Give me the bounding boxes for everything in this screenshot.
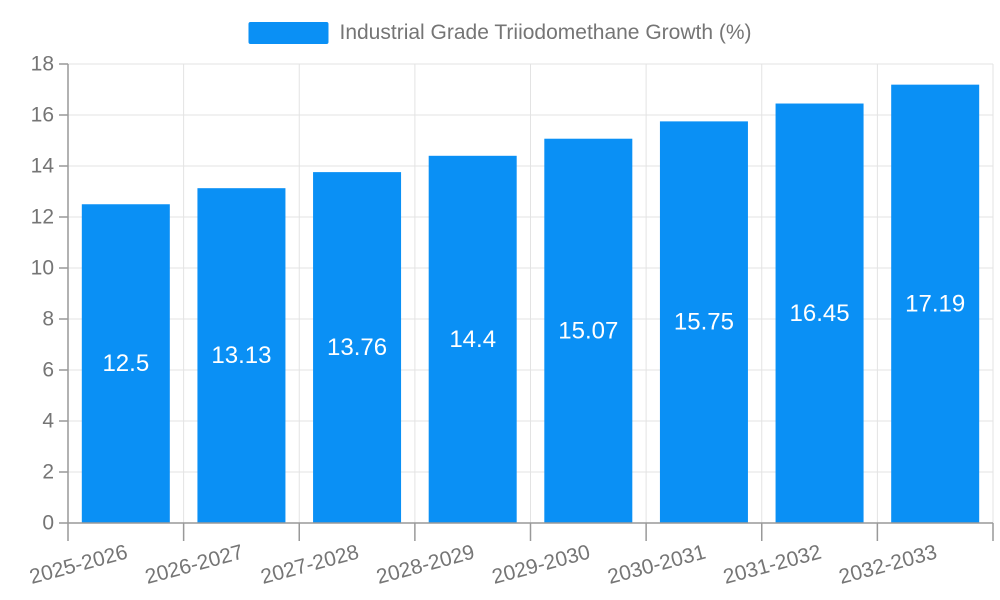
legend-label: Industrial Grade Triiodomethane Growth (… (339, 21, 752, 44)
bar-value-label: 17.19 (905, 290, 965, 317)
bar-2027-2028 (313, 172, 402, 523)
x-tick-label: 2030-2031 (605, 541, 708, 589)
x-tick-label: 2027-2028 (258, 541, 361, 589)
legend[interactable]: Industrial Grade Triiodomethane Growth (… (248, 20, 752, 46)
y-tick-label: 10 (31, 257, 54, 280)
x-tick-label: 2025-2026 (27, 541, 130, 589)
bar-2026-2027 (197, 188, 286, 523)
legend-swatch (248, 22, 329, 44)
bar-value-label: 15.07 (558, 317, 618, 344)
x-tick-label: 2029-2030 (490, 541, 593, 589)
x-tick-label: 2028-2029 (374, 541, 477, 589)
y-tick-label: 2 (42, 461, 54, 484)
y-tick-label: 6 (42, 359, 54, 382)
bar-2029-2030 (544, 138, 633, 523)
bar-value-label: 15.75 (674, 309, 734, 336)
y-tick-label: 0 (42, 512, 54, 535)
x-tick-label: 2031-2032 (721, 541, 824, 589)
y-tick-label: 12 (31, 206, 54, 229)
bar-value-label: 13.13 (211, 342, 271, 369)
bar-2025-2026 (81, 204, 170, 523)
bar-value-label: 13.76 (327, 334, 387, 361)
bar-2031-2032 (775, 103, 864, 524)
bar-2028-2029 (428, 155, 517, 524)
bar-value-label: 16.45 (790, 300, 850, 327)
y-tick-label: 4 (42, 410, 54, 433)
bar-value-label: 14.4 (449, 326, 496, 353)
y-tick-label: 8 (42, 308, 54, 331)
bar-value-label: 12.5 (102, 350, 149, 377)
x-tick-label: 2026-2027 (143, 541, 246, 589)
x-tick-label: 2032-2033 (837, 541, 940, 589)
y-tick-label: 14 (31, 155, 55, 178)
bar-2032-2033 (891, 84, 980, 523)
bar-2030-2031 (659, 121, 748, 523)
y-tick-label: 18 (31, 53, 54, 76)
y-tick-label: 16 (31, 104, 54, 127)
